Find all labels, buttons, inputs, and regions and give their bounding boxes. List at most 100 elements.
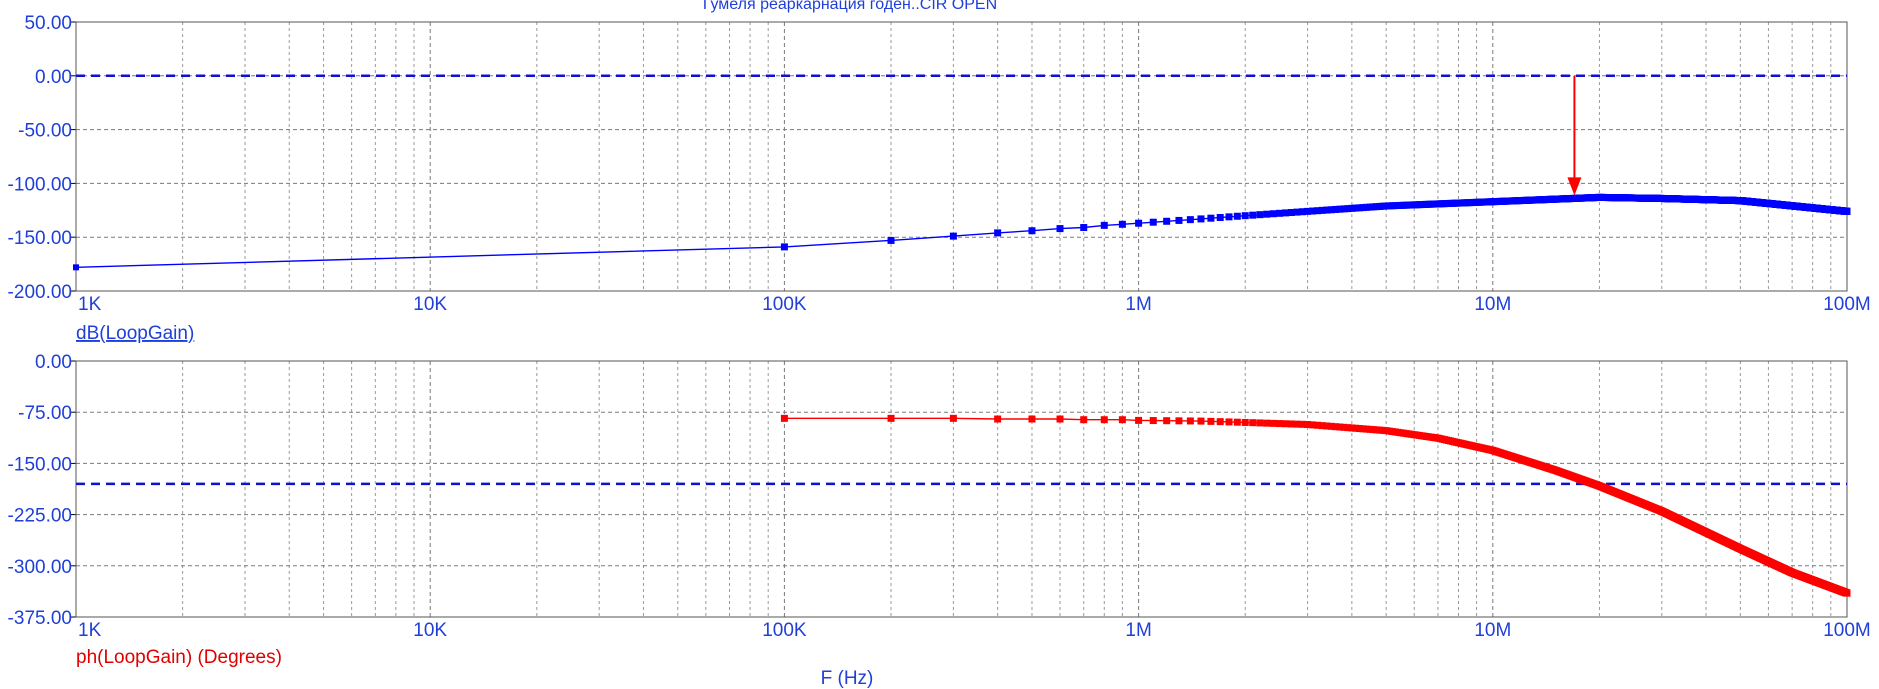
x-tick-label: 100K <box>762 620 807 641</box>
gain-panel: 1K 10K 100K 1M 10M 100M 50.00 0.00 -50.00 -100.00… <box>8 13 1871 315</box>
data-point <box>1100 221 1108 229</box>
y-tick-label: 0.00 <box>35 352 72 373</box>
marker-arrow-head <box>1567 177 1582 196</box>
data-point <box>780 414 788 422</box>
x-tick-label: 1M <box>1125 620 1151 641</box>
data-point <box>1233 418 1241 426</box>
y-tick-label: -150.00 <box>8 454 72 475</box>
x-tick-label: 10M <box>1474 294 1511 315</box>
plot-frame <box>75 21 1848 292</box>
data-point <box>1318 206 1326 214</box>
data-point <box>1344 205 1352 213</box>
data-point <box>1249 211 1257 219</box>
data-point <box>1149 417 1157 425</box>
phase-series-label: ph(LoopGain) (Degrees) <box>76 647 282 668</box>
data-point <box>1282 209 1290 217</box>
data-point <box>1327 206 1335 214</box>
x-axis-label: F (Hz) <box>821 668 874 689</box>
y-tick-label: -300.00 <box>8 557 72 578</box>
data-point <box>1135 219 1143 227</box>
data-point <box>1163 417 1171 425</box>
data-point <box>1327 422 1335 430</box>
x-tick-label: 100K <box>762 294 807 315</box>
data-point <box>887 236 895 244</box>
data-point <box>1175 417 1183 425</box>
data-point <box>1332 423 1340 431</box>
data-point <box>887 414 895 422</box>
y-tick-label: -375.00 <box>8 608 72 629</box>
data-point <box>1028 415 1036 423</box>
data-point <box>1318 422 1326 430</box>
data-point <box>1352 204 1360 212</box>
data-point <box>1314 421 1322 429</box>
data-point <box>1298 208 1306 216</box>
x-tick-label: 10K <box>413 620 447 641</box>
data-point <box>1135 416 1143 424</box>
data-point <box>1348 204 1356 212</box>
data-point <box>1344 424 1352 432</box>
data-point <box>1100 416 1108 424</box>
data-point <box>1225 418 1233 426</box>
data-point <box>1263 419 1271 427</box>
y-tick-label: -100.00 <box>8 174 72 195</box>
data-point <box>1276 420 1284 428</box>
data-point <box>1207 214 1215 222</box>
data-point <box>1348 424 1356 432</box>
y-tick-label: -200.00 <box>8 282 72 303</box>
data-point <box>1304 207 1312 215</box>
data-point <box>949 232 957 240</box>
data-point <box>1340 205 1348 213</box>
y-tick-label: -150.00 <box>8 228 72 249</box>
x-tick-label: 1K <box>78 294 102 315</box>
data-point <box>1340 423 1348 431</box>
data-point <box>1276 209 1284 217</box>
series-line <box>75 196 1848 268</box>
data-point <box>1269 210 1277 218</box>
data-point <box>994 229 1002 237</box>
gain-series-label: dB(LoopGain) <box>76 323 194 344</box>
y-tick-label: 0.00 <box>35 67 72 88</box>
data-point <box>1207 417 1215 425</box>
data-point <box>1028 227 1036 235</box>
data-point <box>1118 416 1126 424</box>
data-point <box>994 415 1002 423</box>
data-point <box>1359 204 1367 212</box>
data-point <box>1256 419 1264 427</box>
data-point <box>1186 417 1194 425</box>
data-point <box>1355 425 1363 433</box>
data-point <box>1241 418 1249 426</box>
data-point <box>1352 424 1360 432</box>
data-point <box>1056 415 1064 423</box>
data-point <box>1298 420 1306 428</box>
data-point <box>1197 417 1205 425</box>
x-tick-label: 1M <box>1125 294 1151 315</box>
y-tick-label: -225.00 <box>8 506 72 527</box>
data-point <box>1355 204 1363 212</box>
data-point <box>1336 205 1344 213</box>
y-tick-label: -50.00 <box>18 121 72 142</box>
data-point <box>1080 416 1088 424</box>
data-point <box>1287 420 1295 428</box>
data-point <box>1323 206 1331 214</box>
data-point <box>1282 420 1290 428</box>
data-point <box>1332 205 1340 213</box>
chart-title: Гумеля реаркарнация годен..CIR OPEN <box>702 0 998 13</box>
data-point <box>1314 207 1322 215</box>
data-point <box>1309 421 1317 429</box>
data-point <box>1118 220 1126 228</box>
data-point <box>1216 214 1224 222</box>
data-point <box>1225 213 1233 221</box>
plot-frame <box>75 360 1848 618</box>
data-point <box>1149 218 1157 226</box>
data-point <box>1163 217 1171 225</box>
data-point <box>1056 225 1064 233</box>
data-point <box>1175 216 1183 224</box>
data-point <box>1263 210 1271 218</box>
data-point <box>1304 420 1312 428</box>
data-point <box>1197 215 1205 223</box>
series-line <box>784 417 1848 594</box>
data-point <box>1843 207 1851 215</box>
data-point <box>1080 224 1088 232</box>
x-tick-label: 10M <box>1474 620 1511 641</box>
x-tick-label: 10K <box>413 294 447 315</box>
